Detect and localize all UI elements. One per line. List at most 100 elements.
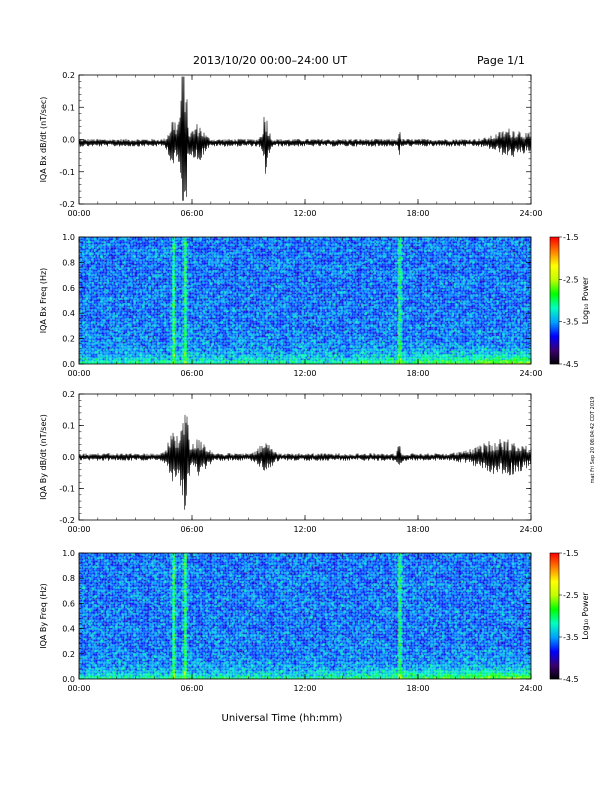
spectrogram-image [79,553,531,679]
spectrogram-canvas [79,553,531,679]
colorbar-segment [550,327,559,329]
colorbar-segment [550,588,559,590]
colorbar-segment [550,256,559,258]
colorbar-segment [550,654,559,656]
colorbar-segment [550,560,559,562]
y-tick-label: 0.1 [62,103,75,112]
colorbar-segment [550,663,559,665]
colorbar-segment [550,238,559,240]
x-tick-label: 24:00 [519,369,542,378]
y-tick-label: -0.2 [59,516,75,525]
colorbar-segment [550,298,559,300]
colorbar-segment [550,639,559,641]
y-tick-label: 0.0 [62,136,75,145]
colorbar-segment [550,302,559,304]
colorbar-segment [550,273,559,275]
colorbar-segment [550,352,559,354]
colorbar-segment [550,669,559,671]
colorbar-segment [550,343,559,345]
colorbar-segment [550,335,559,337]
colorbar-segment [550,672,559,674]
colorbar-segment [550,242,559,244]
y-tick-label: 1.0 [62,549,75,558]
colorbar-segment [550,638,559,640]
colorbar-segment [550,290,559,292]
colorbar-segment [550,334,559,336]
colorbar-segment [550,267,559,269]
y-tick-label: 0.4 [62,625,75,634]
x-tick-label: 18:00 [406,525,429,534]
colorbar-segment [550,620,559,622]
colorbar-segment [550,282,559,284]
colorbar-segment [550,336,559,338]
colorbar-segment [550,275,559,277]
colorbar-segment [550,300,559,302]
spectrogram-image [79,237,531,364]
colorbar-segment [550,258,559,260]
colorbar-segment [550,635,559,637]
colorbar-segment [550,269,559,271]
spectrogram-panel-1: 1.0 0.8 0.6 0.4 0.2 0.000:00 06:00 12:00 18:00 24… [39,233,543,378]
colorbar-segment [550,292,559,294]
colorbar-segment [550,278,559,280]
colorbar-segment [550,599,559,601]
colorbar-segment [550,338,559,340]
colorbar-segment [550,305,559,307]
colorbar-0: -1.5 -2.5 -3.5 -4.5 Log₁₀ Power [549,233,590,369]
colorbar-segment [550,259,559,261]
x-tick-label: 18:00 [406,369,429,378]
colorbar-segment [550,601,559,603]
y-tick-label: 0.2 [62,71,75,80]
colorbar-segment [550,303,559,305]
colorbar-segment [550,319,559,321]
waveform-trace [78,414,532,510]
colorbar-segment [550,573,559,575]
colorbar-segment [550,328,559,330]
colorbar-segment [550,262,559,264]
colorbar-segment [550,285,559,287]
colorbar-segment [550,581,559,583]
colorbar-segment [550,575,559,577]
colorbar-segment [550,261,559,263]
y-tick-label: 0.2 [62,335,75,344]
colorbar-segment [550,585,559,587]
colorbar-segment [550,253,559,255]
colorbar-segment [550,563,559,565]
colorbar-segment [550,344,559,346]
colorbar-segment [550,284,559,286]
y-tick-label: 0.0 [62,675,75,684]
colorbar-segment [550,629,559,631]
colorbar-segment [550,324,559,326]
colorbar-segment [550,317,559,319]
colorbar-segment [550,666,559,668]
colorbar-segment [550,658,559,660]
colorbar-tick-label: -4.5 [563,360,579,369]
colorbar-segment [550,673,559,675]
colorbar-segment [550,266,559,268]
waveform-panel-2: 0.2 0.1 0.0 -0.1 -0.200:00 06:00 12:00 18:00 24:… [39,390,543,534]
colorbar-segment [550,288,559,290]
colorbar-segment [550,354,559,356]
y-tick-label: 0.6 [62,284,75,293]
colorbar-segment [550,239,559,241]
colorbar-segment [550,299,559,301]
colorbar-segment [550,590,559,592]
colorbar-segment [550,594,559,596]
colorbar-segment [550,294,559,296]
colorbar-segment [550,249,559,251]
colorbar-segment [550,286,559,288]
colorbar-segment [550,661,559,663]
y-tick-label: -0.1 [59,168,75,177]
colorbar-segment [550,360,559,362]
colorbar-segment [550,276,559,278]
colorbar-segment [550,322,559,324]
y-axis-title: IQA Bx dB/dt (nT/sec) [39,97,48,183]
colorbar-segment [550,337,559,339]
colorbar-segment [550,659,559,661]
colorbar-segment [550,569,559,571]
colorbar-segment [550,587,559,589]
timestamp-note: mat Fri Sep 20 08:04:42 CDT 2019 [590,397,596,484]
y-tick-label: -0.1 [59,485,75,494]
colorbar-segment [550,615,559,617]
